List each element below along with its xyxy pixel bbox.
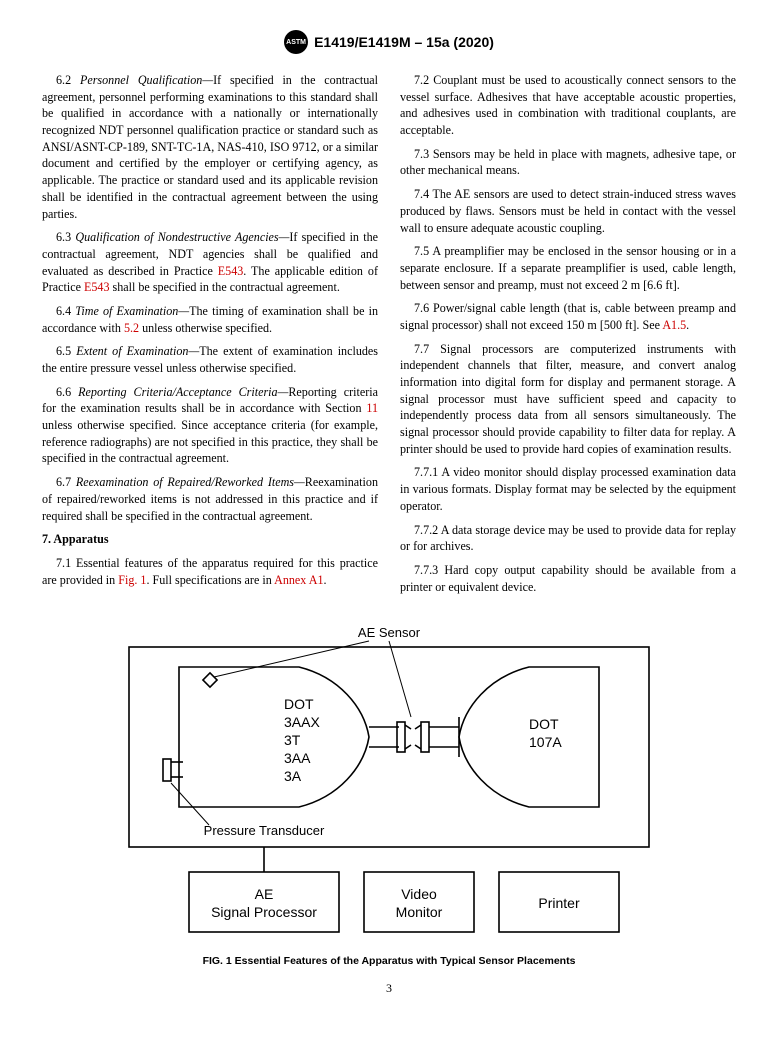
page: ASTM E1419/E1419M – 15a (2020) 6.2 Perso… (0, 0, 778, 1016)
text: 7.4 The AE sensors are used to detect st… (400, 187, 736, 234)
figure-1-svg: AE Sensor DOT 3AAX 3T 3AA 3A DOT 107A Pr… (109, 617, 669, 947)
page-number: 3 (42, 981, 736, 996)
link-e543-2[interactable]: E543 (84, 280, 110, 294)
link-5-2[interactable]: 5.2 (124, 321, 139, 335)
label-video-1: Video (401, 886, 437, 902)
text: 6.2 Personnel Qualification—If specified… (42, 73, 378, 221)
para-7-5: 7.5 A preamplifier may be enclosed in th… (400, 243, 736, 293)
para-7-6: 7.6 Power/signal cable length (that is, … (400, 300, 736, 333)
document-id: E1419/E1419M – 15a (2020) (314, 34, 494, 50)
link-e543-1[interactable]: E543 (218, 264, 244, 278)
text: 6.6 Reporting Criteria/Acceptance Criter… (42, 385, 378, 416)
label-ae-sensor: AE Sensor (358, 625, 421, 640)
para-7-7: 7.7 Signal processors are computerized i… (400, 341, 736, 458)
link-section-11[interactable]: 11 (366, 401, 378, 415)
text: . (324, 573, 327, 587)
text: unless otherwise specified. (139, 321, 272, 335)
text: unless otherwise specified. Since accept… (42, 418, 378, 465)
text: 7.7 Signal processors are computerized i… (400, 342, 736, 456)
label-printer: Printer (538, 895, 580, 911)
text: 7.5 A preamplifier may be enclosed in th… (400, 244, 736, 291)
label-dot-left-4: 3AA (284, 750, 311, 766)
label-dot-left-1: DOT (284, 696, 314, 712)
section-7-heading: 7. Apparatus (42, 531, 378, 548)
para-6-5: 6.5 Extent of Examination—The extent of … (42, 343, 378, 376)
label-dot-right-1: DOT (529, 716, 559, 732)
text: 7.7.3 Hard copy output capability should… (400, 563, 736, 594)
para-7-7-3: 7.7.3 Hard copy output capability should… (400, 562, 736, 595)
para-7-2: 7.2 Couplant must be used to acousticall… (400, 72, 736, 139)
link-a1-5[interactable]: A1.5 (662, 318, 686, 332)
text: . Full specifications are in (146, 573, 274, 587)
text: 7.7.2 A data storage device may be used … (400, 523, 736, 554)
para-7-1: 7.1 Essential features of the apparatus … (42, 555, 378, 588)
astm-logo-icon: ASTM (284, 30, 308, 54)
text: 6.7 Reexamination of Repaired/Reworked I… (42, 475, 378, 522)
para-7-7-2: 7.7.2 A data storage device may be used … (400, 522, 736, 555)
figure-1: AE Sensor DOT 3AAX 3T 3AA 3A DOT 107A Pr… (42, 617, 736, 967)
label-dot-left-5: 3A (284, 768, 302, 784)
text: . (686, 318, 689, 332)
body-columns: 6.2 Personnel Qualification—If specified… (42, 72, 736, 599)
page-header: ASTM E1419/E1419M – 15a (2020) (42, 30, 736, 54)
para-7-7-1: 7.7.1 A video monitor should display pro… (400, 464, 736, 514)
label-ae-sp-1: AE (255, 886, 274, 902)
para-6-3: 6.3 Qualification of Nondestructive Agen… (42, 229, 378, 296)
para-7-4: 7.4 The AE sensors are used to detect st… (400, 186, 736, 236)
label-video-2: Monitor (396, 904, 443, 920)
label-dot-right-2: 107A (529, 734, 562, 750)
para-7-3: 7.3 Sensors may be held in place with ma… (400, 146, 736, 179)
para-6-7: 6.7 Reexamination of Repaired/Reworked I… (42, 474, 378, 524)
label-ae-sp-2: Signal Processor (211, 904, 317, 920)
text: 6.5 Extent of Examination—The extent of … (42, 344, 378, 375)
label-pressure-transducer: Pressure Transducer (204, 823, 325, 838)
label-dot-left-2: 3AAX (284, 714, 320, 730)
para-6-2: 6.2 Personnel Qualification—If specified… (42, 72, 378, 222)
text: 7.3 Sensors may be held in place with ma… (400, 147, 736, 178)
label-dot-left-3: 3T (284, 732, 301, 748)
text: 7.2 Couplant must be used to acousticall… (400, 73, 736, 137)
text: 7.7.1 A video monitor should display pro… (400, 465, 736, 512)
text: shall be specified in the contractual ag… (110, 280, 340, 294)
para-6-4: 6.4 Time of Examination—The timing of ex… (42, 303, 378, 336)
link-fig-1[interactable]: Fig. 1 (118, 573, 146, 587)
link-annex-a1[interactable]: Annex A1 (274, 573, 323, 587)
figure-caption: FIG. 1 Essential Features of the Apparat… (42, 955, 736, 967)
para-6-6: 6.6 Reporting Criteria/Acceptance Criter… (42, 384, 378, 467)
